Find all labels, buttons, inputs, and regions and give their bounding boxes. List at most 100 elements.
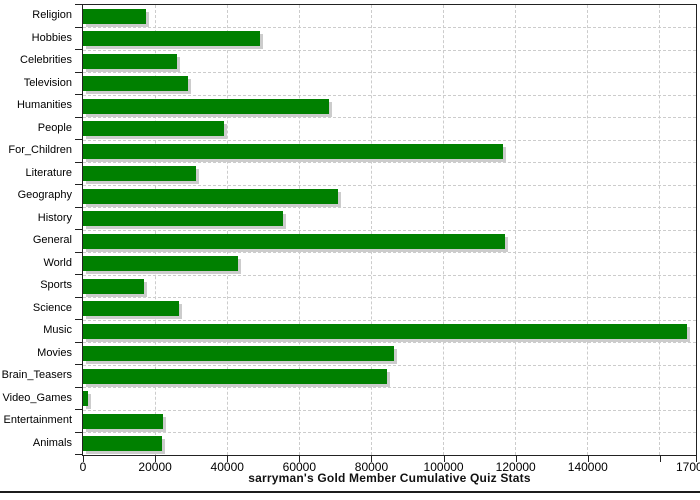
- bar-religion: [83, 8, 147, 24]
- h-gridline: [83, 184, 696, 186]
- h-gridline: [83, 297, 696, 298]
- category-label: History: [37, 211, 72, 224]
- value-tick: [696, 456, 697, 462]
- value-tick-label: 120000: [495, 460, 536, 474]
- bar-movies: [83, 346, 394, 362]
- category-tick: [75, 27, 82, 28]
- category-tick: [75, 432, 82, 433]
- category-label: Religion: [32, 9, 72, 22]
- bar-animals: [83, 436, 162, 452]
- value-tick-label: 100000: [423, 460, 464, 474]
- value-tick-label: 170000: [675, 460, 700, 474]
- category-tick: [75, 162, 82, 163]
- category-tick: [75, 297, 82, 298]
- category-tick: [75, 94, 82, 95]
- category-label: Animals: [32, 436, 72, 449]
- bar-literature: [83, 166, 196, 182]
- bar-general: [83, 233, 506, 249]
- h-gridline: [83, 117, 696, 118]
- category-tick: [75, 252, 82, 253]
- value-tick: [155, 456, 157, 462]
- bar-world: [83, 256, 238, 272]
- h-gridline: [83, 207, 696, 208]
- value-tick-label: 140000: [567, 460, 608, 474]
- value-tick: [587, 456, 589, 462]
- value-tick-label: 0: [79, 460, 87, 474]
- category-tick: [75, 117, 82, 118]
- category-label: Brain_Teasers: [1, 369, 72, 382]
- category-label: Humanities: [16, 99, 72, 112]
- h-gridline: [83, 364, 696, 366]
- category-tick: [75, 72, 82, 73]
- bar-hobbies: [83, 31, 260, 47]
- bottom-border-line: [0, 491, 700, 493]
- category-tick: [75, 184, 82, 185]
- bar-video_games: [83, 391, 89, 407]
- h-gridline: [83, 432, 696, 433]
- bar-history: [83, 211, 283, 227]
- h-gridline: [83, 229, 696, 231]
- category-tick: [75, 387, 82, 388]
- bar-sports: [83, 278, 144, 294]
- category-tick: [75, 454, 82, 455]
- value-tick-label: 60000: [282, 460, 317, 474]
- category-label: General: [32, 234, 72, 247]
- category-label: Celebrities: [20, 54, 72, 67]
- category-label: Science: [32, 301, 72, 314]
- category-label: Movies: [37, 346, 72, 359]
- h-gridline: [83, 387, 696, 388]
- category-label: World: [43, 256, 72, 269]
- bar-entertainment: [83, 413, 163, 429]
- h-gridline: [83, 49, 696, 51]
- category-tick: [75, 139, 82, 140]
- value-tick: [227, 456, 229, 462]
- value-tick: [515, 456, 517, 462]
- plot-area: [82, 4, 697, 456]
- category-tick: [75, 409, 82, 410]
- bar-for_children: [83, 143, 504, 159]
- category-label: Television: [23, 76, 72, 89]
- category-tick: [75, 4, 82, 5]
- category-label: Literature: [25, 166, 72, 179]
- bar-humanities: [83, 98, 329, 114]
- bar-celebrities: [83, 53, 178, 69]
- value-tick: [371, 456, 373, 462]
- bar-people: [83, 121, 224, 137]
- category-label: For_Children: [8, 144, 72, 157]
- value-tick-label: 80000: [354, 460, 389, 474]
- category-tick: [75, 207, 82, 208]
- bar-brain_teasers: [83, 368, 387, 384]
- h-gridline: [83, 72, 696, 73]
- category-label: Music: [43, 324, 72, 337]
- h-gridline: [83, 409, 696, 411]
- category-tick: [75, 49, 82, 50]
- h-gridline: [83, 342, 696, 343]
- h-gridline: [83, 94, 696, 96]
- h-gridline: [83, 252, 696, 253]
- bar-music: [83, 323, 687, 339]
- chart-title: sarryman's Gold Member Cumulative Quiz S…: [248, 471, 531, 485]
- value-tick: [299, 456, 301, 462]
- h-gridline: [83, 27, 696, 28]
- bar-science: [83, 301, 180, 317]
- category-tick: [75, 319, 82, 320]
- value-tick-label: 40000: [210, 460, 244, 474]
- bar-television: [83, 76, 188, 92]
- category-tick: [75, 229, 82, 230]
- bar-geography: [83, 188, 338, 204]
- category-label: Hobbies: [31, 31, 72, 44]
- category-tick: [75, 342, 82, 343]
- h-gridline: [83, 139, 696, 141]
- category-label: Geography: [17, 189, 72, 202]
- category-tick: [75, 274, 82, 275]
- value-tick: [659, 456, 661, 462]
- category-label: Entertainment: [3, 414, 72, 427]
- h-gridline: [83, 319, 696, 321]
- category-label: People: [37, 121, 72, 134]
- value-tick: [443, 456, 445, 462]
- h-gridline: [83, 274, 696, 276]
- category-label: Sports: [40, 279, 72, 292]
- value-tick: [83, 456, 84, 462]
- h-gridline: [83, 162, 696, 163]
